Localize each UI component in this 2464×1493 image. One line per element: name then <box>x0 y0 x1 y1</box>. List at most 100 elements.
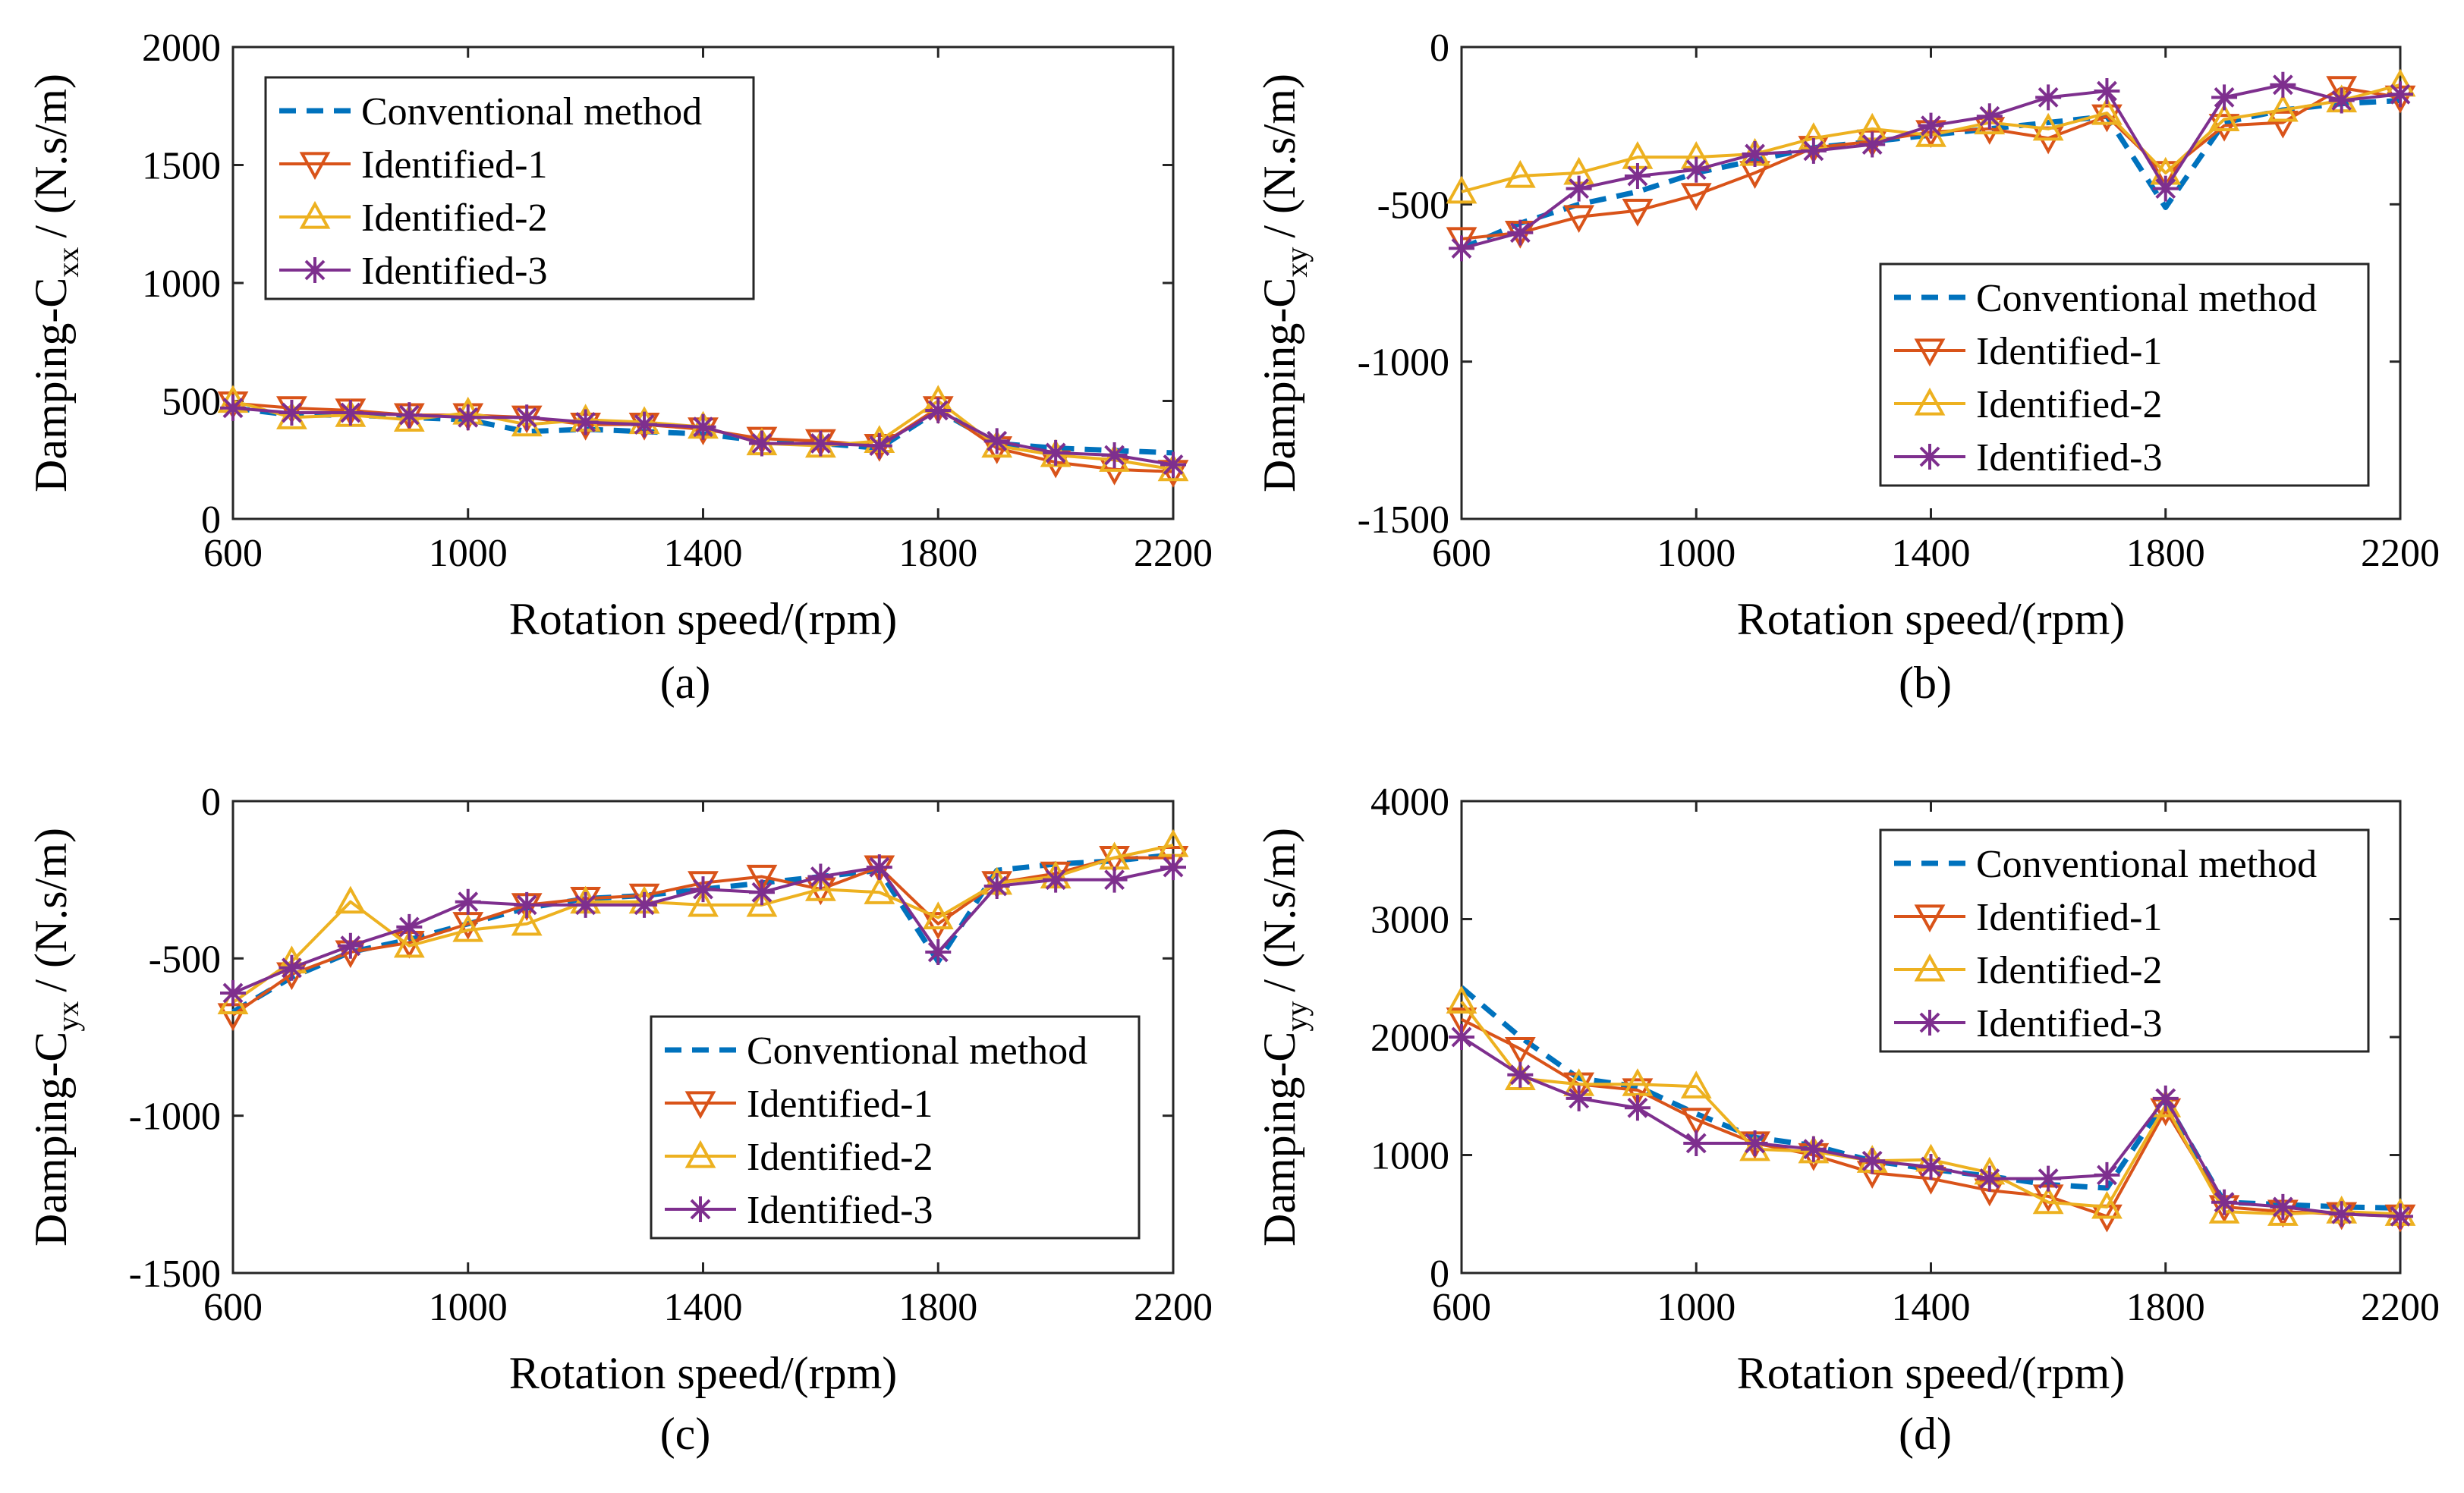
data-point <box>1507 1061 1534 1088</box>
data-point <box>1507 219 1534 246</box>
y-axis-label-subscript: yx <box>51 1001 85 1032</box>
y-axis-label: Damping-Cxx / (N.s/m) <box>26 74 85 492</box>
x-tick-label: 2200 <box>1134 1286 1213 1329</box>
data-point <box>1622 199 1654 227</box>
data-point <box>278 400 305 426</box>
chart-panel-2: 600 1000 1400 1800 2200 -1500 -1000 -500 0 Rotati… <box>26 781 1213 1459</box>
legend-label-0: Conventional method <box>1976 843 2317 886</box>
data-point <box>1800 137 1827 164</box>
data-point <box>276 401 307 429</box>
legend-label-1: Identified-1 <box>747 1083 933 1126</box>
data-point <box>1622 1068 1654 1096</box>
y-tick-label: -1500 <box>1358 498 1449 542</box>
data-point <box>690 876 716 903</box>
data-point <box>631 891 658 918</box>
data-point <box>1566 175 1592 202</box>
data-point <box>1800 1136 1827 1162</box>
data-point <box>2270 1193 2296 1220</box>
legend-marker-1 <box>299 152 331 181</box>
data-point <box>2270 71 2296 98</box>
y-axis-label-main: Damping-C <box>1254 1032 1304 1246</box>
y-axis-label-subscript: yy <box>1279 1001 1314 1032</box>
data-point <box>278 954 305 981</box>
y-tick-label: 2000 <box>1370 1017 1449 1060</box>
data-point <box>276 396 307 424</box>
y-axis-label-main: Damping-C <box>1254 278 1304 492</box>
data-point <box>922 901 954 930</box>
data-point <box>1157 453 1189 482</box>
legend-box <box>264 76 755 300</box>
data-point <box>572 409 599 435</box>
data-point <box>1101 442 1128 469</box>
legend: Conventional method Identified-1 Identifie… <box>264 76 755 300</box>
x-tick-label: 600 <box>203 1286 263 1329</box>
legend-marker-1 <box>684 1091 716 1120</box>
legend: Conventional method Identified-1 Identifie… <box>1879 828 2370 1053</box>
x-tick-label: 1800 <box>2126 532 2205 575</box>
legend-marker-1 <box>1914 904 1946 933</box>
x-tick-label: 1000 <box>429 532 508 575</box>
y-axis-label-main: Damping-C <box>26 278 76 492</box>
data-point <box>2328 1201 2355 1227</box>
data-point <box>514 891 540 918</box>
y-axis-label: Damping-Cyy / (N.s/m) <box>1254 828 1314 1246</box>
legend-box <box>650 1015 1141 1240</box>
data-point <box>1680 183 1712 212</box>
y-tick-label: -1500 <box>129 1253 221 1296</box>
data-point <box>2208 103 2240 131</box>
legend-label-2: Identified-2 <box>361 196 547 240</box>
legend: Conventional method Identified-1 Identifie… <box>650 1015 1141 1240</box>
data-point <box>981 429 1013 458</box>
data-point <box>1742 1130 1768 1156</box>
panel-label: (b) <box>1899 658 1952 708</box>
series-3 <box>220 394 1186 478</box>
data-point <box>1859 1148 1886 1174</box>
y-tick-label: 1000 <box>142 262 221 306</box>
legend-marker-3 <box>688 1196 713 1222</box>
data-point <box>1160 451 1186 478</box>
data-point <box>337 932 363 959</box>
data-point <box>220 979 246 1006</box>
y-axis-label-unit: / (N.s/m) <box>1254 828 1304 992</box>
data-point <box>804 872 836 901</box>
data-point <box>1504 1036 1536 1065</box>
data-point <box>1446 175 1477 204</box>
data-point <box>1683 156 1710 183</box>
chart-panel-3: 600 1000 1400 1800 2200 0 1000 2000 3000 4000 Rota… <box>1254 781 2440 1459</box>
series-0 <box>231 852 1174 1014</box>
series-0 <box>1460 97 2401 251</box>
y-tick-label: -1000 <box>129 1095 221 1139</box>
x-tick-label: 1800 <box>898 532 977 575</box>
data-point <box>2094 78 2120 105</box>
legend-label-0: Conventional method <box>747 1029 1087 1073</box>
data-point <box>1504 159 1536 188</box>
data-point <box>2032 112 2064 141</box>
y-axis-label-unit: / (N.s/m) <box>1254 74 1304 238</box>
legend-box <box>1879 262 2370 487</box>
data-point <box>1160 854 1186 881</box>
data-point <box>807 863 834 890</box>
x-tick-label: 1400 <box>664 532 743 575</box>
legend-marker-3 <box>1917 1010 1943 1036</box>
y-tick-label: 3000 <box>1370 899 1449 942</box>
legend-label-3: Identified-3 <box>1976 1002 2162 1045</box>
y-axis-label: Damping-Cyx / (N.s/m) <box>26 828 85 1246</box>
data-point <box>746 864 778 893</box>
series-line-0 <box>1460 97 2401 251</box>
y-tick-label: 1500 <box>142 145 221 188</box>
legend-marker-3 <box>302 257 328 283</box>
x-tick-label: 1400 <box>1892 532 1971 575</box>
legend-label-1: Identified-1 <box>1976 896 2162 939</box>
data-point <box>1566 1085 1592 1111</box>
data-point <box>1446 985 1477 1014</box>
data-point <box>983 428 1010 454</box>
legend-label-2: Identified-2 <box>1976 383 2162 426</box>
panel-label: (a) <box>660 658 711 708</box>
legend: Conventional method Identified-1 Identifie… <box>1879 262 2370 487</box>
series-3 <box>220 854 1186 1006</box>
y-tick-label: 0 <box>201 781 221 824</box>
data-point <box>1683 1130 1710 1156</box>
y-axis-label-main: Damping-C <box>26 1032 76 1246</box>
legend-label-3: Identified-3 <box>1976 436 2162 479</box>
data-point <box>746 888 778 917</box>
